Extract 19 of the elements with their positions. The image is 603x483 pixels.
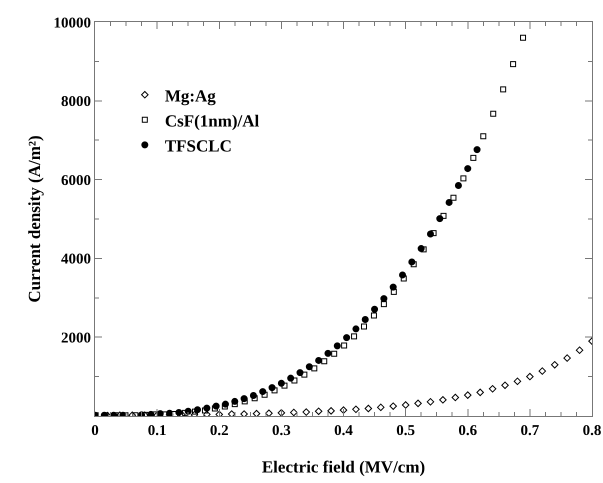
x-tick-label: 0.3 [272, 423, 291, 439]
x-axis-title: Electric field (MV/cm) [262, 457, 426, 476]
x-tick-label: 0.8 [582, 423, 602, 439]
x-tick-label: 0.6 [458, 423, 478, 439]
y-tick-label: 10000 [54, 15, 91, 32]
x-tick-label: 0.1 [148, 423, 167, 439]
y-tick-label: 8000 [61, 94, 91, 110]
y-tick-label: 6000 [61, 172, 91, 189]
legend-label: TFSCLC [164, 136, 232, 156]
y-axis-title: Current density (A/m²) [25, 135, 44, 303]
x-tick-label: 0.4 [334, 423, 354, 439]
x-tick-label: 0 [91, 423, 99, 439]
y-tick-label: 4000 [61, 252, 91, 268]
x-tick-label: 0.2 [210, 423, 229, 439]
legend-label: Mg:Ag [164, 86, 216, 106]
x-tick-label: 0.7 [520, 423, 540, 439]
x-tick-label: 0.5 [396, 423, 416, 439]
legend-label: CsF(1nm)/Al [164, 111, 260, 130]
y-tick-label: 2000 [61, 330, 91, 346]
